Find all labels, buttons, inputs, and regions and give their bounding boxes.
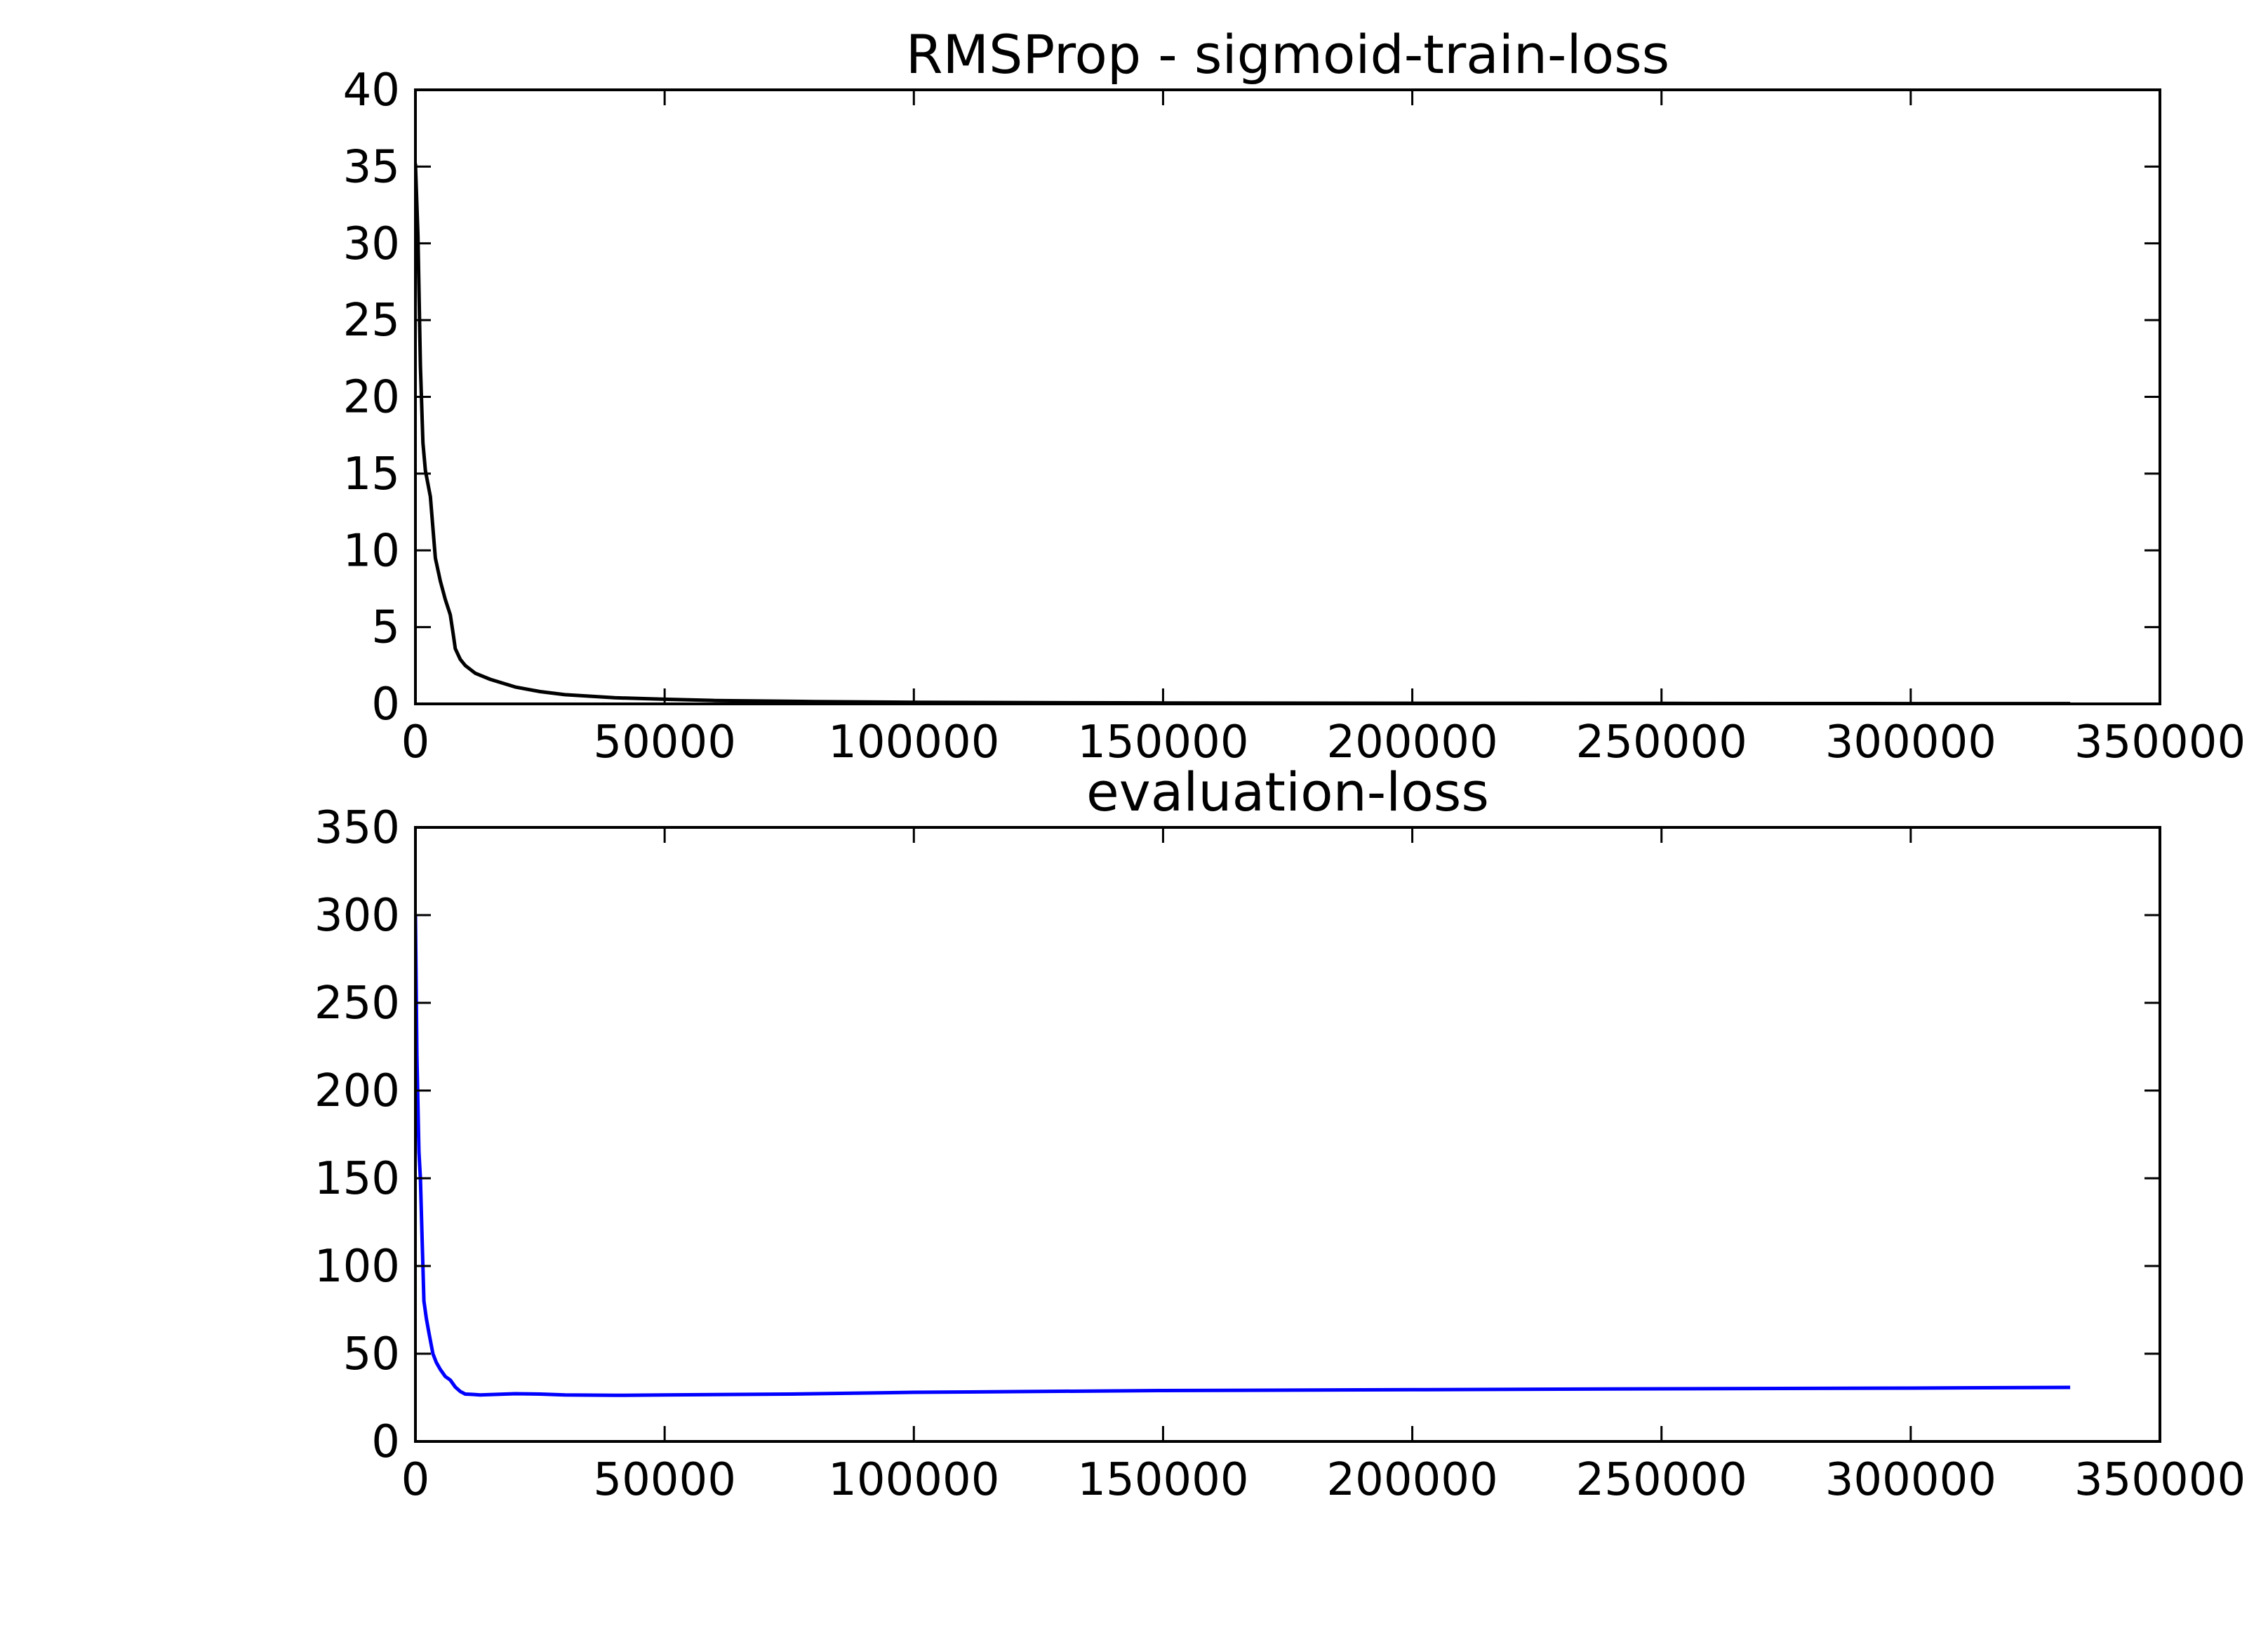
x-tick-label: 350000 xyxy=(2074,1454,2246,1506)
y-tick-label: 10 xyxy=(343,525,400,577)
y-tick-label: 0 xyxy=(371,1416,400,1468)
x-tick-label: 50000 xyxy=(593,717,736,768)
chart-title: evaluation-loss xyxy=(1086,761,1489,823)
y-tick-label: 250 xyxy=(314,978,400,1029)
x-tick-label: 100000 xyxy=(828,717,999,768)
x-tick-label: 200000 xyxy=(1326,717,1497,768)
chart-panel-1: RMSProp - sigmoid-train-loss 0 50000 100000… xyxy=(343,23,2246,768)
y-tick-label: 30 xyxy=(343,218,400,270)
series-line-1 xyxy=(415,914,2071,1397)
x-tick-label: 200000 xyxy=(1326,1454,1497,1506)
chart-panel-2: evaluation-loss 0 50000 100000 150000 200000 2… xyxy=(314,761,2246,1506)
y-tick-label: 5 xyxy=(371,602,400,654)
y-tick-label: 50 xyxy=(343,1328,400,1380)
y-tick-label: 40 xyxy=(343,65,400,116)
y-tick-label: 100 xyxy=(314,1241,400,1293)
x-tick-label: 300000 xyxy=(1825,717,1996,768)
y-tick-label: 300 xyxy=(314,890,400,942)
y-tick-label: 35 xyxy=(343,141,400,193)
plot-frame xyxy=(414,88,2161,705)
x-tick-label: 100000 xyxy=(828,1454,999,1506)
y-tick-label: 200 xyxy=(314,1065,400,1117)
y-tick-label: 25 xyxy=(343,295,400,347)
chart-title: RMSProp - sigmoid-train-loss xyxy=(906,23,1670,86)
y-tick-label: 20 xyxy=(343,372,400,424)
x-tick-label: 150000 xyxy=(1077,717,1248,768)
y-tick-label: 350 xyxy=(314,802,400,854)
x-tick-label: 150000 xyxy=(1077,1454,1248,1506)
y-tick-label: 150 xyxy=(314,1153,400,1205)
x-tick-label: 0 xyxy=(401,1454,430,1506)
series-line-1 xyxy=(415,163,2071,704)
x-tick-label: 250000 xyxy=(1576,717,1747,768)
y-tick-label: 0 xyxy=(371,679,400,731)
x-tick-label: 250000 xyxy=(1576,1454,1747,1506)
x-tick-label: 0 xyxy=(401,717,430,768)
plot-frame xyxy=(414,826,2161,1443)
x-tick-label: 50000 xyxy=(593,1454,736,1506)
x-tick-label: 300000 xyxy=(1825,1454,1996,1506)
y-tick-label: 15 xyxy=(343,448,400,500)
x-tick-label: 350000 xyxy=(2074,717,2246,768)
